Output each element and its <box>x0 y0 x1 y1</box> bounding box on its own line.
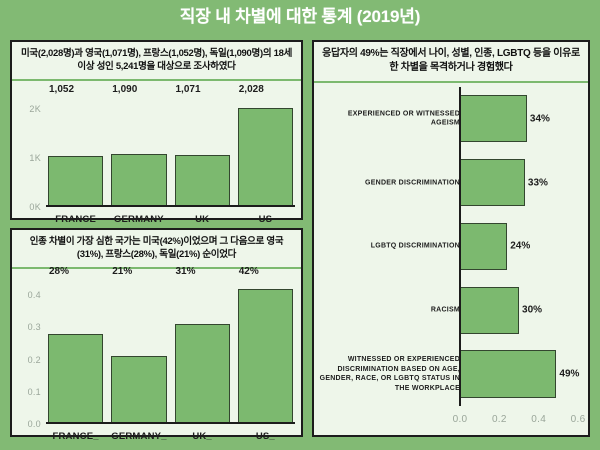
x-tick-label: UK <box>195 214 210 225</box>
y-tick-label: GENDER DISCRIMINATION <box>365 178 460 186</box>
x-tick-label: 0.6 <box>570 414 586 425</box>
x-tick-label: US <box>258 214 273 225</box>
bar-item[interactable]: 28% <box>48 266 104 424</box>
bar-item[interactable]: RACISM 30% <box>314 286 588 334</box>
x-axis-line-survey-size <box>46 204 295 207</box>
bar-value-label: 1,071 <box>175 84 201 95</box>
bar-value-label: 33% <box>527 177 548 189</box>
y-tick-label: RACISM <box>430 306 460 314</box>
y-tick-label: 0.2 <box>27 354 41 365</box>
bar[interactable]: 21% <box>111 266 167 424</box>
bar-value-label: 24% <box>510 240 531 252</box>
bar-value-label: 1,052 <box>49 84 75 95</box>
bar-value-label: 28% <box>49 266 70 277</box>
bar[interactable] <box>460 222 508 271</box>
panel-discrimination-types-header: 응답자의 49%는 직장에서 나이, 성별, 인종, LGBTQ 등을 이유로 … <box>314 42 588 83</box>
x-tick-label: FRANCE_ <box>52 431 99 442</box>
panel-racism-by-country-header: 인종 차별이 가장 심한 국가는 미국(42%)이었으며 그 다음으로 영국(3… <box>12 230 301 269</box>
bar-value-label: 31% <box>175 266 196 277</box>
y-tick-label: 2K <box>29 104 41 115</box>
x-axis-labels-discrimination-types: 0.0 0.2 0.4 0.6 <box>314 414 588 426</box>
bar-item[interactable]: EXPERIENCED OR WITNESSED AGEISM 34% <box>314 95 588 143</box>
x-tick-label: 0.2 <box>491 414 507 425</box>
y-tick-label: WITNESSED OR EXPERIENCED DISCRIMINATION … <box>319 356 460 392</box>
chart-racism-by-country: 0.0 0.1 0.2 0.3 0.4 28% 21% 31% 42% FRANCE_ GERM… <box>12 266 301 450</box>
x-tick-label: GERMANY <box>113 214 164 225</box>
bar[interactable] <box>460 159 525 207</box>
y-tick-label: 1K <box>29 153 41 164</box>
bar[interactable]: 31% <box>174 266 230 424</box>
bar-group-survey-size: 1,052 1,090 1,071 2,028 <box>48 84 293 207</box>
panel-survey-size: 미국(2,028명)과 영국(1,071명), 프랑스(1,052명), 독일(… <box>10 40 303 225</box>
page-title: 직장 내 차별에 대한 통계 (2019년) <box>179 7 421 26</box>
x-axis-labels-racism-by-country: FRANCE_ GERMANY_ UK_ US_ <box>48 431 293 442</box>
panel-discrimination-types: 응답자의 49%는 직장에서 나이, 성별, 인종, LGBTQ 등을 이유로 … <box>312 40 590 437</box>
x-tick-label: 0.0 <box>452 414 468 425</box>
chart-discrimination-types: EXPERIENCED OR WITNESSED AGEISM 34% GENDER… <box>314 83 588 438</box>
bar-value-label: 30% <box>522 304 543 316</box>
x-tick-label: UK_ <box>192 431 212 442</box>
y-tick-label: 0.0 <box>27 419 41 429</box>
panel-racism-by-country: 인종 차별이 가장 심한 국가는 미국(42%)이었으며 그 다음으로 영국(3… <box>10 228 303 442</box>
bar-item[interactable]: 1,090 <box>111 84 167 207</box>
bar-item[interactable]: 21% <box>111 266 167 424</box>
bar-item[interactable]: WITNESSED OR EXPERIENCED DISCRIMINATION … <box>314 350 588 398</box>
bar[interactable] <box>460 286 520 334</box>
bar-item[interactable]: 1,052 <box>48 84 104 207</box>
bar-item[interactable]: LGBTQ DISCRIMINATION 24% <box>314 222 588 271</box>
y-axis-labels-racism-by-country: 0.0 0.1 0.2 0.3 0.4 <box>12 269 46 450</box>
bar-group-racism-by-country: 28% 21% 31% 42% <box>48 266 293 424</box>
y-tick-label: 0.1 <box>27 386 41 397</box>
y-tick-label: LGBTQ DISCRIMINATION <box>370 242 460 250</box>
bar-value-label: 34% <box>529 113 550 125</box>
x-tick-label: 0.4 <box>531 414 547 425</box>
x-axis-line-racism-by-country <box>46 421 295 424</box>
panel-survey-size-header: 미국(2,028명)과 영국(1,071명), 프랑스(1,052명), 독일(… <box>12 42 301 81</box>
bar-value-label: 1,090 <box>112 84 138 95</box>
bar-item[interactable]: 42% <box>237 266 293 424</box>
bar-value-label: 49% <box>559 368 580 380</box>
x-tick-label: US_ <box>255 431 275 442</box>
x-tick-label: GERMANY_ <box>111 431 167 442</box>
bar[interactable]: 42% <box>237 266 293 424</box>
bar-item[interactable]: 31% <box>174 266 230 424</box>
bar-item[interactable]: 1,071 <box>174 84 230 207</box>
bar[interactable] <box>460 350 557 398</box>
bar[interactable]: 1,090 <box>111 84 167 207</box>
x-tick-label: FRANCE <box>55 214 97 225</box>
bar[interactable] <box>460 95 527 143</box>
bar-item[interactable]: GENDER DISCRIMINATION 33% <box>314 159 588 207</box>
bar-value-label: 2,028 <box>238 84 264 95</box>
y-tick-label: 0.3 <box>27 322 41 333</box>
bar[interactable]: 1,071 <box>174 84 230 207</box>
y-tick-label: 0.4 <box>27 290 41 301</box>
y-tick-label: 0K <box>29 202 41 212</box>
x-axis-labels-survey-size: FRANCE GERMANY UK US <box>48 214 293 225</box>
bar[interactable]: 2,028 <box>237 84 293 207</box>
chart-survey-size: 0K 1K 2K 1,052 1,090 1,071 2,028 FRANCE GERMAN… <box>12 81 301 233</box>
y-tick-label: EXPERIENCED OR WITNESSED AGEISM <box>347 110 460 127</box>
bar[interactable]: 1,052 <box>48 84 104 207</box>
y-axis-line-discrimination-types <box>459 87 461 406</box>
bar-value-label: 42% <box>238 266 259 277</box>
bar[interactable]: 28% <box>48 266 104 424</box>
y-axis-labels-survey-size: 0K 1K 2K <box>12 81 46 233</box>
bar-item[interactable]: 2,028 <box>237 84 293 207</box>
bar-value-label: 21% <box>112 266 133 277</box>
